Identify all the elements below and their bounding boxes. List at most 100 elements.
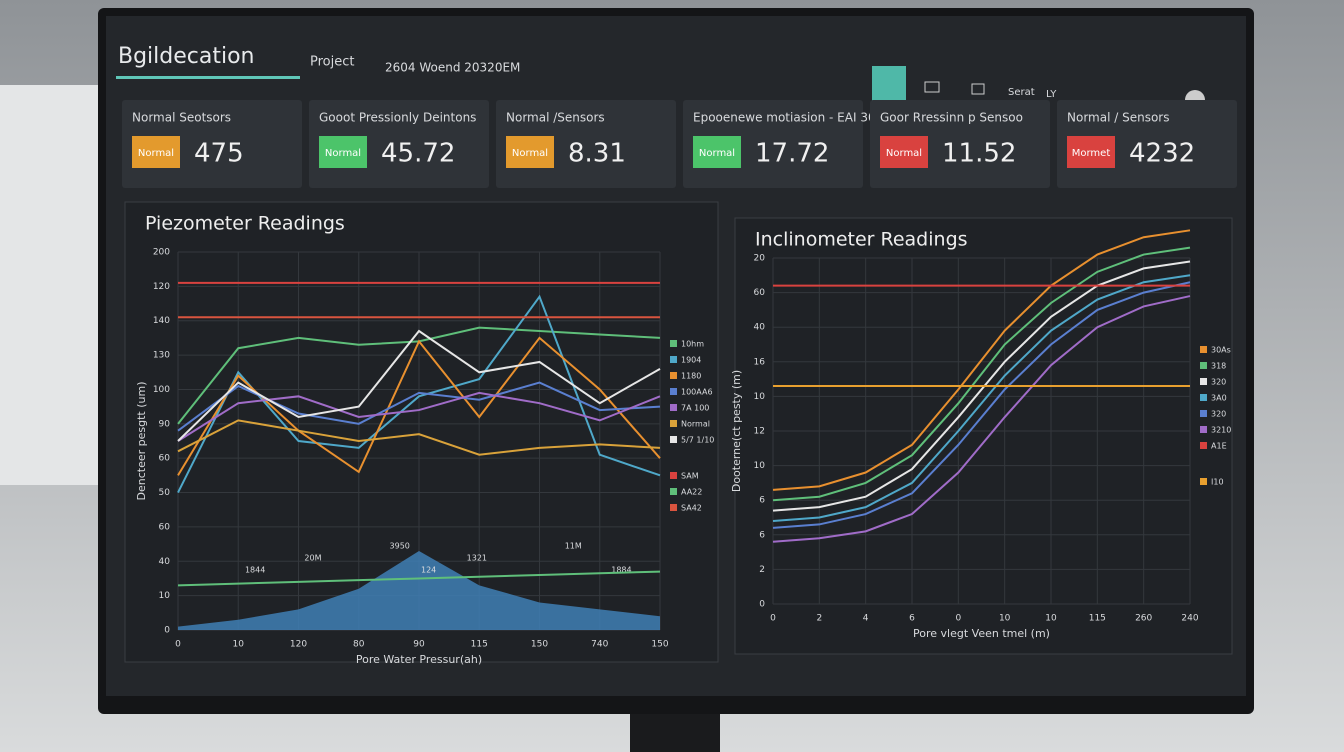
legend-label: 7A 100 <box>681 404 709 413</box>
card-value: 17.72 <box>755 139 829 169</box>
x-tick-label: 240 <box>1181 614 1198 624</box>
legend-label: 3A0 <box>1211 394 1227 403</box>
area <box>178 550 660 630</box>
y-tick-label: 10 <box>159 591 171 601</box>
annotation: 1844 <box>245 566 265 575</box>
x-tick-label: 115 <box>1089 614 1106 624</box>
x-tick-label: 120 <box>290 640 307 650</box>
y-tick-label: 100 <box>153 385 170 395</box>
y-tick-label: 2 <box>759 565 765 575</box>
card-value: 8.31 <box>568 139 626 169</box>
card-title: Normal Seotsors <box>132 111 231 125</box>
card-value: 4232 <box>1129 139 1195 169</box>
y-tick-label: 10 <box>754 461 766 471</box>
legend-label: Normal <box>681 420 710 429</box>
legend-swatch <box>670 488 677 495</box>
legend-swatch <box>1200 442 1207 449</box>
nav-item[interactable]: Project <box>310 55 354 70</box>
y-tick-label: 0 <box>759 600 765 610</box>
menu-item[interactable]: Serat <box>1008 87 1035 98</box>
x-tick-label: 10 <box>233 640 245 650</box>
legend-swatch <box>1200 362 1207 369</box>
y-tick-label: 6 <box>759 530 765 540</box>
legend-swatch <box>1200 346 1207 353</box>
legend-swatch <box>670 436 677 443</box>
card-value: 11.52 <box>942 139 1016 169</box>
legend-swatch <box>1200 378 1207 385</box>
card-title: Normal / Sensors <box>1067 111 1169 125</box>
legend-swatch <box>670 340 677 347</box>
status-badge <box>693 136 741 168</box>
x-tick-label: 10 <box>1045 614 1057 624</box>
legend-label: 10hm <box>681 340 704 349</box>
x-tick-label: 6 <box>909 614 915 624</box>
series-line <box>772 295 1191 543</box>
x-axis-label: Pore vlegt Veen tmel (m) <box>913 627 1050 640</box>
status-label: Normal <box>886 148 922 159</box>
legend-swatch <box>670 388 677 395</box>
legend-label: 320 <box>1211 378 1226 387</box>
y-tick-label: 50 <box>159 488 171 498</box>
status-badge <box>319 136 367 168</box>
legend-swatch <box>1200 478 1207 485</box>
y-tick-label: 40 <box>754 323 766 333</box>
chart-title: Piezometer Readings <box>145 213 345 235</box>
chart-title: Inclinometer Readings <box>755 229 968 251</box>
legend-label: 318 <box>1211 362 1226 371</box>
card-title: Epooenewe motiasion - EAI 3033 <box>693 111 891 125</box>
y-tick-label: 0 <box>164 626 170 636</box>
mail-icon[interactable] <box>924 81 940 93</box>
card-title: Goor Rressinn p Sensoo <box>880 111 1023 125</box>
y-tick-label: 200 <box>153 248 170 258</box>
y-tick-label: 130 <box>153 351 170 361</box>
card-value: 475 <box>194 139 244 169</box>
annotation: 20M <box>304 554 321 563</box>
annotation: 1321 <box>467 554 487 563</box>
annotation: 1884 <box>611 566 631 575</box>
y-tick-label: 90 <box>159 419 171 429</box>
status-badge <box>506 136 554 168</box>
y-tick-label: 6 <box>759 496 765 506</box>
x-tick-label: 80 <box>353 640 365 650</box>
card-title: Normal /Sensors <box>506 111 605 125</box>
card-title: Gooot Pressionly Deintons <box>319 111 476 125</box>
series-line <box>772 260 1191 512</box>
legend-label: 1904 <box>681 356 701 365</box>
window <box>0 85 100 485</box>
series-line <box>772 229 1191 491</box>
x-tick-label: 0 <box>770 614 776 624</box>
x-tick-label: 0 <box>955 614 961 624</box>
legend-label: AA22 <box>681 488 702 497</box>
legend-swatch <box>670 472 677 479</box>
logo[interactable]: Bgildecation <box>118 44 255 69</box>
series-line <box>177 419 661 456</box>
chart-panel <box>734 217 1233 655</box>
menu-item[interactable]: LY <box>1046 89 1057 100</box>
status-badge <box>132 136 180 168</box>
legend-label: SAM <box>681 472 699 481</box>
legend-swatch <box>670 356 677 363</box>
annotation: 124 <box>421 566 436 575</box>
series-line <box>772 246 1191 502</box>
legend-swatch <box>1200 426 1207 433</box>
y-tick-label: 140 <box>153 316 170 326</box>
x-tick-label: 150 <box>531 640 548 650</box>
x-tick-label: 260 <box>1135 614 1152 624</box>
chat-icon[interactable] <box>971 83 985 95</box>
status-badge <box>880 136 928 168</box>
card-value: 45.72 <box>381 139 455 169</box>
y-tick-label: 120 <box>153 282 170 292</box>
status-label: Normal <box>699 148 735 159</box>
legend-label: I10 <box>1211 478 1224 487</box>
nav-item[interactable]: 2604 Woend 20320EM <box>385 61 520 75</box>
legend-swatch <box>1200 394 1207 401</box>
legend-label: 3210 <box>1211 426 1231 435</box>
status-label: Mormet <box>1072 148 1111 159</box>
series-line <box>772 274 1191 522</box>
x-axis-label: Pore Water Pressur(ah) <box>356 653 482 666</box>
y-tick-label: 60 <box>159 454 171 464</box>
y-tick-label: 20 <box>754 254 766 264</box>
legend-label: 30As <box>1211 346 1231 355</box>
annotation: 11M <box>565 542 582 551</box>
